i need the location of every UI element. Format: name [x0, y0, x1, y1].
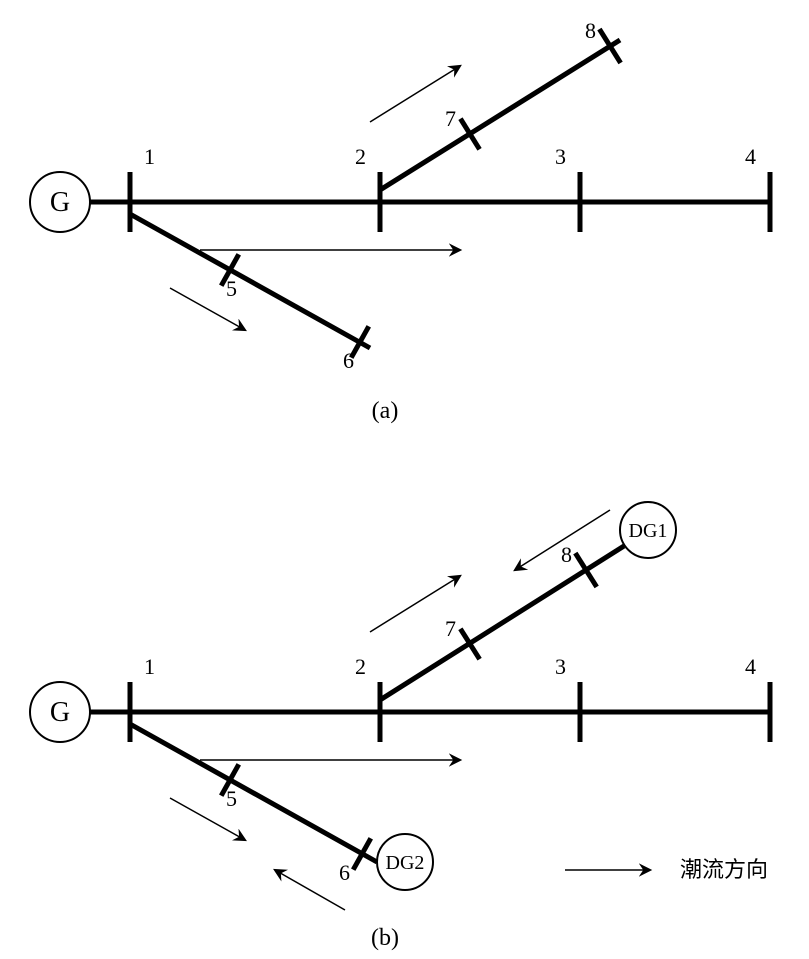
bus-label-2: 2 [355, 654, 366, 679]
bus-label-6: 6 [339, 860, 350, 885]
bus-label-5: 5 [226, 276, 237, 301]
bus-8 [575, 553, 596, 587]
bus-label-8: 8 [585, 18, 596, 43]
subfigure-b: 1 2 3 4 G 5 6 7 8 DG1 DG2 (b) 潮流方向 [30, 502, 770, 951]
bus-label-5: 5 [226, 786, 237, 811]
subfig-caption: (a) [372, 398, 399, 424]
bus-label-3: 3 [555, 144, 566, 169]
bus-label-3: 3 [555, 654, 566, 679]
bus-label-4: 4 [745, 144, 756, 169]
bus-7 [460, 119, 479, 150]
bus-label-7: 7 [445, 616, 456, 641]
bus-label-6: 6 [343, 348, 354, 373]
branch-1-6 [130, 214, 370, 348]
bus-label-4: 4 [745, 654, 756, 679]
dg2-label: DG2 [386, 852, 425, 874]
bus-label-1: 1 [144, 144, 155, 169]
legend-text: 潮流方向 [680, 857, 768, 882]
bus-6 [353, 838, 371, 869]
bus-label-1: 1 [144, 654, 155, 679]
bus-label-2: 2 [355, 144, 366, 169]
subfigure-a: 1 2 3 4 G 5 6 7 8 (a) [30, 18, 770, 424]
bus-7 [460, 629, 479, 659]
branch-1-6 [130, 724, 377, 862]
bus-label-8: 8 [561, 542, 572, 567]
generator-label: G [50, 187, 70, 218]
dg1-label: DG1 [629, 520, 668, 542]
branch-2-8 [380, 40, 620, 190]
subfig-caption: (b) [371, 925, 399, 951]
bus-label-7: 7 [445, 106, 456, 131]
generator-label: G [50, 697, 70, 728]
bus-8 [599, 29, 620, 63]
flow-arrow-5 [275, 870, 345, 910]
